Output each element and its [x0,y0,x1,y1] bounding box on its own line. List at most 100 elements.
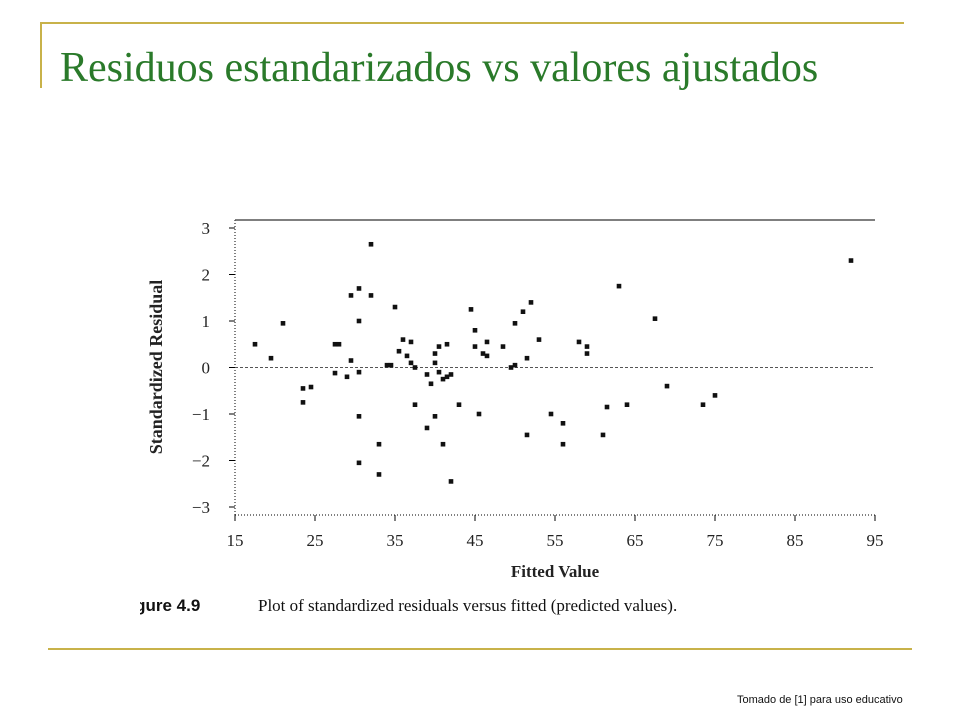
scatter-point [444,341,450,347]
scatter-point [600,432,606,438]
y-tick-label: 3 [202,219,211,238]
scatter-point [300,400,306,405]
scatter-point [356,414,362,419]
scatter-point [252,341,258,347]
scatter-point [308,384,314,390]
scatter-point [332,370,338,376]
scatter-point [332,341,338,347]
scatter-point [524,355,530,361]
scatter-point [476,411,482,417]
scatter-point [712,393,718,398]
scatter-point [436,344,442,349]
scatter-point [432,351,438,356]
x-tick-label: 25 [307,531,324,550]
scatter-point [348,358,354,363]
scatter-point [448,479,454,484]
x-ticks: 15 25 35 45 55 65 75 85 95 [227,515,884,550]
scatter-point [428,381,434,387]
scatter-point [664,383,670,389]
figure-caption-label: Figure 4.9 [140,596,200,615]
scatter-point [536,337,542,342]
scatter-chart: 3 2 1 0 −1 −2 −3 15 25 35 45 55 65 75 85 95 Fitted Val… [140,219,884,615]
scatter-point [576,339,582,345]
scatter-point [520,309,526,314]
scatter-point [432,360,438,366]
scatter-point [336,341,342,347]
scatter-point [356,286,362,291]
y-ticks: 3 2 1 0 −1 −2 −3 [192,219,235,517]
scatter-point [480,351,486,356]
scatter-point [604,404,610,410]
scatter-point [528,300,534,305]
scatter-point [396,348,402,354]
scatter-point [376,472,382,477]
top-rule [40,22,904,24]
y-tick-label: 2 [202,266,211,285]
scatter-point [500,344,506,349]
scatter-point [468,307,474,312]
scatter-point [424,372,430,377]
scatter-point [440,441,446,447]
scatter-point [356,460,362,466]
scatter-point [484,339,490,345]
scatter-point [560,441,566,447]
scatter-point [456,402,462,407]
y-tick-label: −2 [192,452,210,471]
scatter-point [356,318,362,324]
slide-title: Residuos estandarizados vs valores ajust… [60,45,819,91]
scatter-point [376,441,382,447]
scatter-point [548,411,554,417]
scatter-point [436,369,442,375]
scatter-point [408,360,414,366]
figure-caption-text: Plot of standardized residuals versus fi… [258,596,677,615]
scatter-point [652,316,658,321]
scatter-point [512,362,518,368]
scatter-point [424,425,430,431]
x-tick-label: 35 [387,531,404,550]
y-axis-label: Standardized Residual [146,280,166,455]
scatter-point [508,365,514,370]
scatter-point [448,372,454,377]
scatter-point [440,376,446,382]
scatter-point [584,344,590,349]
scatter-point [848,258,854,263]
x-tick-label: 95 [867,531,884,550]
x-tick-label: 15 [227,531,244,550]
plot-axes [234,219,875,516]
scatter-point [348,293,354,298]
y-tick-label: −1 [192,405,210,424]
scatter-point [300,386,306,391]
scatter-point [384,362,390,368]
scatter-point [616,283,622,289]
scatter-point [280,321,286,326]
scatter-point [368,241,374,247]
scatter-point [356,369,362,375]
scatter-point [432,414,438,419]
scatter-point [472,344,478,349]
scatter-point [392,304,398,310]
scatter-point [512,321,518,326]
scatter-point [524,432,530,438]
x-tick-label: 55 [547,531,564,550]
scatter-point [400,337,406,342]
scatter-point [388,362,394,368]
scatter-point [444,374,450,380]
scatter-point [484,353,490,359]
scatter-point [408,339,414,345]
x-tick-label: 85 [787,531,804,550]
scatter-point [624,402,630,407]
x-tick-label: 65 [627,531,644,550]
x-axis-label: Fitted Value [511,562,600,581]
x-tick-label: 45 [467,531,484,550]
scatter-point [368,293,374,298]
scatter-point [344,374,350,380]
scatter-point [412,365,418,370]
scatter-point [560,421,566,426]
source-credit: Tomado de [1] para uso educativo [737,694,903,706]
bottom-rule [48,648,912,650]
y-tick-label: 1 [202,312,211,331]
x-tick-label: 75 [707,531,724,550]
scatter-point [412,402,418,407]
scatter-point [584,351,590,356]
y-tick-label: 0 [202,359,211,378]
